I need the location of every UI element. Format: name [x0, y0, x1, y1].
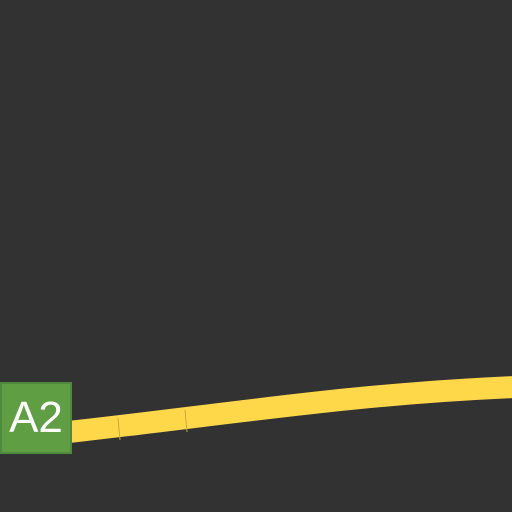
- road-shield-label: A2: [9, 393, 63, 442]
- road-segment-divider: [117, 417, 121, 441]
- road-shield-a2[interactable]: A2: [0, 382, 72, 454]
- road-segment-divider: [184, 409, 188, 433]
- road-a2[interactable]: [58, 376, 512, 444]
